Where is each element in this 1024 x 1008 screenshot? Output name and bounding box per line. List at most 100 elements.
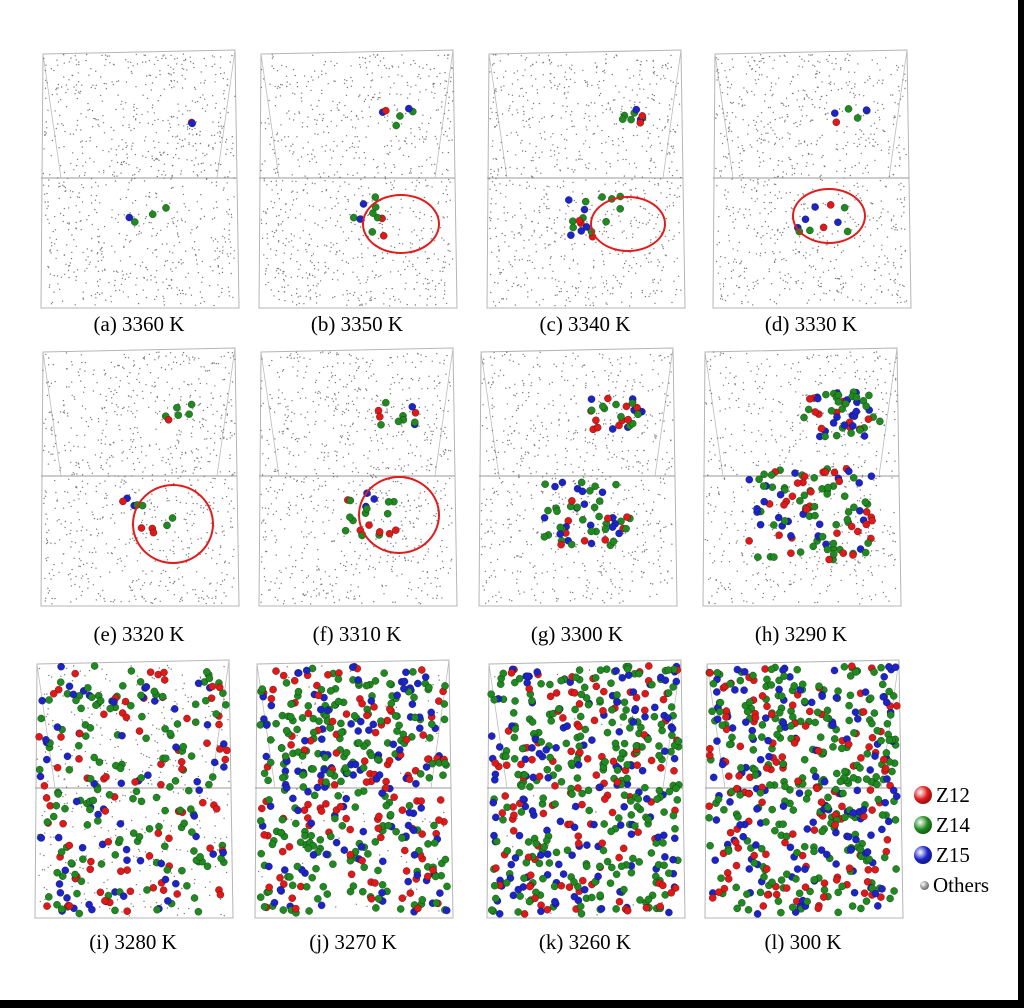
other-atom xyxy=(583,117,585,120)
other-atom xyxy=(136,107,138,110)
other-atom xyxy=(770,211,772,213)
other-atom xyxy=(398,148,400,150)
other-atom xyxy=(385,585,387,587)
other-atom xyxy=(758,66,761,69)
other-atom xyxy=(151,602,154,604)
other-atom xyxy=(123,245,125,248)
other-atom xyxy=(649,252,651,254)
other-atom xyxy=(722,112,724,114)
other-atom xyxy=(443,54,446,56)
other-atom xyxy=(556,285,558,288)
other-atom xyxy=(121,460,123,462)
other-atom xyxy=(103,597,105,600)
other-atom xyxy=(223,530,225,532)
other-atom xyxy=(181,139,184,142)
other-atom xyxy=(269,479,271,481)
other-atom xyxy=(207,430,209,432)
other-atom xyxy=(440,490,442,492)
other-atom xyxy=(511,216,514,218)
other-atom xyxy=(201,418,204,420)
other-atom xyxy=(828,54,831,57)
other-atom xyxy=(652,60,654,62)
other-atom xyxy=(153,140,155,142)
other-atom xyxy=(802,155,804,157)
other-atom xyxy=(191,100,194,102)
other-atom xyxy=(84,493,87,495)
other-atom xyxy=(207,547,210,549)
other-atom xyxy=(212,397,214,399)
other-atom xyxy=(393,187,395,189)
other-atom xyxy=(115,290,117,292)
other-atom xyxy=(260,86,262,89)
other-atom xyxy=(68,478,70,480)
other-atom xyxy=(756,232,759,234)
other-atom xyxy=(121,439,123,442)
other-atom xyxy=(343,564,345,567)
other-atom xyxy=(898,136,901,139)
other-atom xyxy=(423,196,426,199)
other-atom xyxy=(198,461,200,463)
other-atom xyxy=(661,149,663,152)
other-atom xyxy=(99,393,102,395)
other-atom xyxy=(446,216,448,218)
other-atom xyxy=(369,299,371,302)
other-atom xyxy=(721,295,723,298)
other-atom xyxy=(438,282,440,285)
other-atom xyxy=(130,509,132,511)
other-atom xyxy=(90,295,93,297)
other-atom xyxy=(497,168,499,170)
other-atom xyxy=(173,80,175,82)
other-atom xyxy=(285,275,287,277)
other-atom xyxy=(772,169,775,171)
other-atom xyxy=(612,274,615,276)
other-atom xyxy=(671,161,673,163)
other-atom xyxy=(274,139,276,142)
other-atom xyxy=(108,282,110,284)
other-atom xyxy=(337,190,339,193)
other-atom xyxy=(176,135,179,137)
other-atom xyxy=(130,410,132,412)
other-atom xyxy=(198,378,200,380)
other-atom xyxy=(566,204,569,207)
other-atom xyxy=(291,411,293,413)
other-atom xyxy=(139,265,142,267)
other-atom xyxy=(715,57,717,59)
other-atom xyxy=(813,293,816,295)
other-atom xyxy=(609,109,611,111)
other-atom xyxy=(778,191,781,193)
other-atom xyxy=(747,224,750,227)
other-atom xyxy=(757,183,759,185)
other-atom xyxy=(553,154,556,156)
other-atom xyxy=(447,102,450,104)
other-atom xyxy=(75,84,78,86)
other-atom xyxy=(119,486,121,488)
other-atom xyxy=(854,86,856,88)
other-atom xyxy=(863,240,865,243)
other-atom xyxy=(881,82,883,85)
other-atom xyxy=(227,213,229,215)
other-atom xyxy=(264,160,266,162)
other-atom xyxy=(85,116,87,118)
other-atom xyxy=(665,217,667,220)
other-atom xyxy=(134,119,137,121)
z12-atom xyxy=(832,118,841,127)
other-atom xyxy=(170,74,172,76)
other-atom xyxy=(671,301,673,304)
other-atom xyxy=(105,184,107,186)
other-atom xyxy=(342,362,345,364)
other-atom xyxy=(802,282,804,284)
other-atom xyxy=(75,64,78,66)
other-atom xyxy=(128,406,130,408)
other-atom xyxy=(281,180,284,182)
other-atom xyxy=(54,135,56,137)
other-atom xyxy=(879,119,881,121)
other-atom xyxy=(280,356,282,358)
z15-atom xyxy=(862,106,871,114)
other-atom xyxy=(311,153,313,155)
other-atom xyxy=(88,74,90,76)
other-atom xyxy=(812,64,814,66)
other-atom xyxy=(219,545,222,547)
other-atom xyxy=(506,134,508,137)
other-atom xyxy=(745,208,747,210)
other-atom xyxy=(650,261,652,263)
